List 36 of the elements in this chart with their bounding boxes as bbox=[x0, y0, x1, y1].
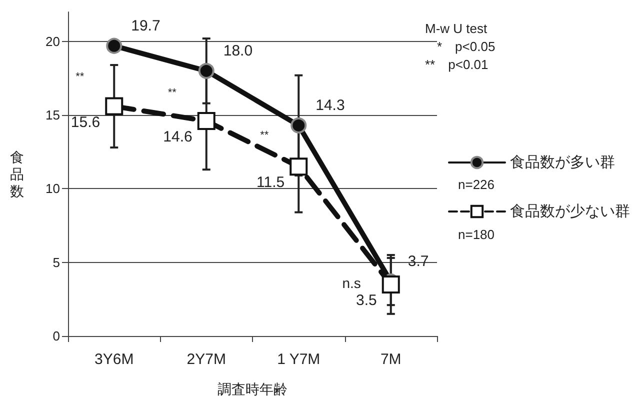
data-label: 19.7 bbox=[131, 17, 160, 34]
point bbox=[106, 38, 122, 54]
annotation: ** bbox=[76, 70, 85, 83]
y-tick-label: 20 bbox=[46, 34, 60, 49]
annotation: ** p<0.01 bbox=[425, 57, 488, 72]
data-label: 14.3 bbox=[316, 96, 345, 114]
x-tick-label: 1 Y7M bbox=[277, 351, 320, 368]
annotation: M-w U test bbox=[425, 21, 488, 36]
data-label: 18.0 bbox=[223, 42, 253, 60]
x-tick-label: 2Y7M bbox=[186, 351, 226, 368]
annotation: * p<0.05 bbox=[437, 39, 496, 54]
data-label: 14.6 bbox=[163, 128, 192, 146]
annotation: ** bbox=[260, 130, 270, 142]
legend-label: 食品数が多い群 bbox=[510, 154, 615, 171]
annotation: n.s bbox=[342, 274, 361, 291]
y-tick-label: 0 bbox=[52, 328, 60, 344]
point bbox=[290, 117, 307, 134]
data-label: 3.5 bbox=[356, 292, 377, 309]
point bbox=[197, 112, 216, 130]
legend-label: 食品数が少ない群 bbox=[510, 203, 630, 220]
x-axis-title: 調査時年齢 bbox=[218, 381, 288, 397]
text: n=226 bbox=[458, 177, 495, 192]
point bbox=[290, 158, 308, 176]
point bbox=[198, 62, 214, 79]
y-tick-label: 5 bbox=[52, 254, 60, 270]
y-tick-label: 15 bbox=[46, 108, 60, 123]
y-axis-title: 食品数 bbox=[10, 149, 24, 199]
data-label: 11.5 bbox=[256, 174, 285, 192]
text: n=180 bbox=[458, 227, 495, 242]
point bbox=[105, 97, 124, 116]
point bbox=[382, 275, 400, 294]
x-tick-label: 7M bbox=[380, 351, 402, 368]
data-label: 15.6 bbox=[70, 114, 100, 131]
annotation: ** bbox=[168, 87, 178, 99]
y-tick-label: 10 bbox=[46, 181, 60, 196]
x-tick-label: 3Y6M bbox=[94, 351, 134, 368]
